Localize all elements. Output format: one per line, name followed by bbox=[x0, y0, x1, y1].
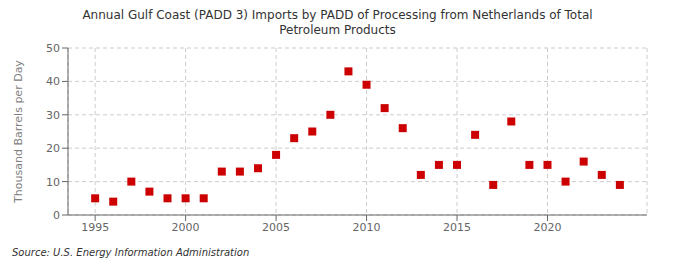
svg-text:40: 40 bbox=[46, 75, 60, 88]
html-text:Annual Gulf Coast (PADD 3) Imp: Annual Gulf Coast (PADD 3) Imports by PA… bbox=[82, 8, 593, 22]
svg-text:20: 20 bbox=[46, 142, 60, 155]
svg-text:2015: 2015 bbox=[443, 221, 471, 234]
svg-text:0: 0 bbox=[53, 209, 60, 222]
svg-text:Thousand Barrels per Day: Thousand Barrels per Day bbox=[12, 60, 25, 204]
svg-text:10: 10 bbox=[46, 176, 60, 189]
svg-text:50: 50 bbox=[46, 42, 60, 55]
svg-text:2005: 2005 bbox=[262, 221, 290, 234]
svg-text:1995: 1995 bbox=[81, 221, 109, 234]
svg-text:30: 30 bbox=[46, 109, 60, 122]
html-text:Source: U.S. Energy Informatio: Source: U.S. Energy Information Administ… bbox=[12, 247, 250, 258]
svg-text:2010: 2010 bbox=[353, 221, 381, 234]
svg-text:2020: 2020 bbox=[533, 221, 561, 234]
html-text:Petroleum Products: Petroleum Products bbox=[279, 23, 396, 37]
svg-text:2000: 2000 bbox=[172, 221, 200, 234]
